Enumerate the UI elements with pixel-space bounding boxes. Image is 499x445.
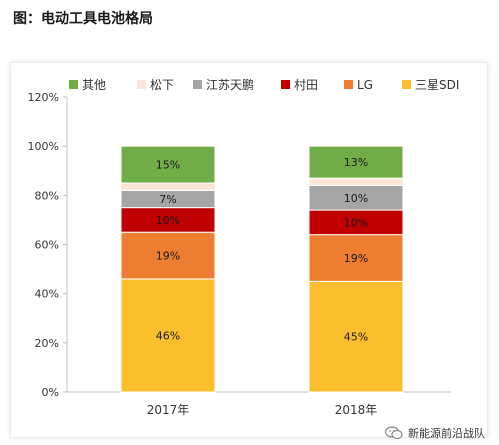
chart-panel: 其他 松下 江苏天鹏 村田 LG 三星SDI 0% 20% 40% 60% 80% 100% 120% 4… — [10, 62, 488, 438]
legend-item: 松下 — [137, 78, 174, 92]
data-label: 10% — [344, 216, 368, 229]
legend-swatch — [281, 80, 290, 89]
x-tick-label: 2017年 — [147, 403, 190, 417]
bar-segment — [308, 145, 404, 179]
watermark: 新能源前沿战队 — [384, 425, 485, 441]
legend-label: 松下 — [150, 78, 174, 92]
data-label: 19% — [344, 252, 368, 265]
watermark-text: 新能源前沿战队 — [408, 427, 485, 440]
data-label: 10% — [156, 214, 180, 227]
legend-swatch — [193, 80, 202, 89]
bar-segment — [120, 278, 216, 393]
y-tick-label: 20% — [35, 337, 59, 350]
bar-segment — [308, 234, 404, 282]
bar-segment — [120, 145, 216, 184]
legend-swatch — [69, 80, 78, 89]
legend-item: 其他 — [69, 78, 106, 92]
bar-segment — [308, 185, 404, 211]
bar-segment — [308, 209, 404, 236]
legend-item: 江苏天鹏 — [193, 78, 254, 92]
legend-label: 村田 — [294, 78, 318, 92]
legend-label: 江苏天鹏 — [206, 78, 254, 92]
legend-swatch — [137, 80, 146, 89]
bar-segment — [120, 182, 216, 191]
data-label: 46% — [156, 329, 180, 342]
data-label: 10% — [344, 192, 368, 205]
legend-label: LG — [357, 78, 373, 92]
bar-segment — [120, 231, 216, 280]
chat-bubble-icon — [384, 426, 403, 440]
data-label: 19% — [156, 250, 180, 263]
data-label: 7% — [159, 193, 176, 206]
bar-segment — [308, 280, 404, 393]
legend-swatch — [402, 80, 411, 89]
data-label: 45% — [344, 331, 368, 344]
legend-item: 村田 — [281, 78, 318, 92]
stacked-bar-chart: 其他 松下 江苏天鹏 村田 LG 三星SDI 0% 20% 40% 60% 80% 100% 120% 4… — [28, 78, 460, 417]
legend-label: 三星SDI — [415, 78, 459, 92]
legend-item: LG — [344, 78, 373, 92]
data-label: 13% — [344, 156, 368, 169]
bar-segment — [308, 177, 404, 186]
legend-swatch — [344, 80, 353, 89]
y-tick-label: 40% — [35, 288, 59, 301]
y-tick-label: 80% — [35, 189, 59, 202]
data-label: 15% — [156, 159, 180, 172]
legend-item: 三星SDI — [402, 78, 459, 92]
y-tick-label: 60% — [35, 239, 59, 252]
x-tick-label: 2018年 — [335, 403, 378, 417]
y-tick-label: 120% — [28, 91, 59, 104]
y-tick-label: 0% — [42, 386, 59, 399]
y-tick-label: 100% — [28, 140, 59, 153]
legend-label: 其他 — [82, 78, 106, 92]
page-title: 图：电动工具电池格局 — [13, 11, 153, 27]
